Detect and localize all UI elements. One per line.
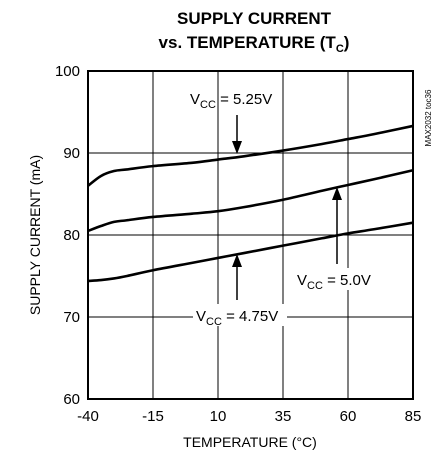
y-tick-labels: 60 70 80 90 100: [55, 63, 80, 408]
x-tick-label: 85: [405, 408, 422, 425]
y-tick-label: 80: [63, 227, 80, 244]
arrow-vcc-5-25v-head: [232, 141, 242, 154]
arrow-vcc-4-75v-head: [232, 254, 242, 267]
annotations: VCC = 5.25V VCC = 5.0V VCC = 4.75V: [190, 91, 376, 328]
x-axis-label: TEMPERATURE (°C): [183, 434, 317, 450]
x-tick-label: 35: [275, 408, 292, 425]
x-tick-label: 60: [340, 408, 357, 425]
x-tick-label: -15: [142, 408, 164, 425]
y-tick-label: 100: [55, 63, 80, 80]
label-vcc-5-25v: VCC = 5.25V: [190, 91, 272, 111]
label-vcc-5-0v: VCC = 5.0V: [297, 272, 371, 292]
label-vcc-4-75v-bg: [193, 304, 287, 326]
x-tick-label: -40: [77, 408, 99, 425]
series-vcc-5-0v-line: [87, 168, 414, 233]
chart-title-line2: vs. TEMPERATURE (TC): [159, 33, 350, 55]
series-layer: [87, 124, 414, 283]
y-tick-label: 90: [63, 145, 80, 162]
grid: [88, 71, 413, 399]
chart-title-line1: SUPPLY CURRENT: [177, 9, 332, 28]
series-vcc-5-25v-line: [87, 124, 414, 187]
y-tick-label: 60: [63, 391, 80, 408]
plot-frame: [87, 70, 414, 400]
x-tick-labels: -40 -15 10 35 60 85: [77, 408, 421, 425]
series-vcc-4-75v-line: [87, 221, 414, 283]
label-vcc-4-75v: VCC = 4.75V: [196, 308, 278, 328]
arrow-vcc-5-0v-head: [332, 187, 342, 200]
label-vcc-5-0v-bg: [294, 268, 376, 290]
y-tick-label: 70: [63, 309, 80, 326]
x-tick-label: 10: [210, 408, 227, 425]
watermark-label: MAX2032 toc36: [424, 89, 433, 146]
y-axis-label: SUPPLY CURRENT (mA): [27, 155, 43, 315]
